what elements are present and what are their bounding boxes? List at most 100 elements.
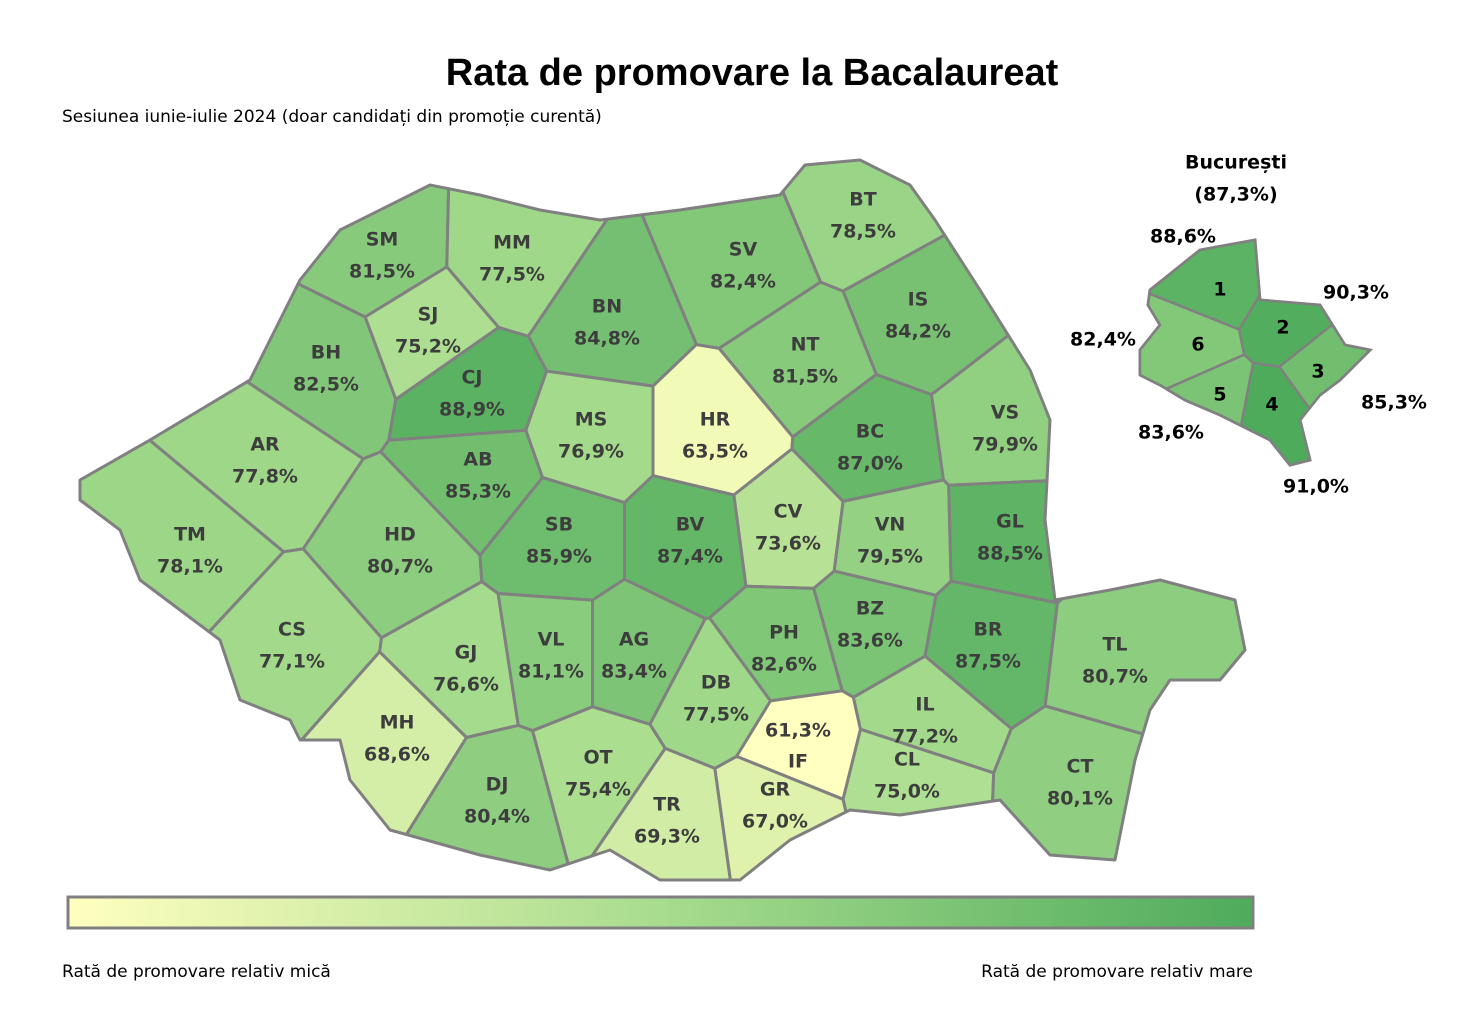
county-value: 80,7%: [367, 556, 433, 578]
sector-number: 3: [1311, 361, 1324, 383]
sector-value: 90,3%: [1323, 282, 1389, 304]
county-code: AR: [250, 434, 280, 456]
bucharest-value: (87,3%): [1194, 184, 1277, 206]
county-value: 85,3%: [445, 481, 511, 503]
county-code: PH: [769, 622, 799, 644]
sector-value: 82,4%: [1070, 329, 1136, 351]
county-value: 81,1%: [518, 661, 584, 683]
legend-low: Rată de promovare relativ mică: [62, 962, 331, 982]
county-value: 67,0%: [742, 811, 808, 833]
county-code: MH: [380, 712, 415, 734]
county-value: 84,2%: [885, 321, 951, 343]
county-code: BT: [849, 189, 876, 211]
county-value: 61,3%: [765, 720, 831, 742]
county-value: 83,4%: [601, 661, 667, 683]
county-code: GR: [760, 779, 791, 801]
county-code: SM: [366, 229, 399, 251]
county: [841, 727, 996, 817]
sector-value: 85,3%: [1361, 392, 1427, 414]
county-code: CT: [1067, 756, 1094, 778]
county-code: TL: [1102, 634, 1127, 656]
county-value: 75,4%: [565, 779, 631, 801]
county-value: 84,8%: [574, 328, 640, 350]
county-code: TR: [653, 794, 681, 816]
county-code: CL: [894, 749, 920, 771]
subtitle: Sesiunea iunie-iulie 2024 (doar candidaț…: [62, 107, 602, 127]
sector-number: 2: [1276, 317, 1289, 339]
county-value: 77,5%: [683, 704, 749, 726]
county-value: 80,4%: [464, 806, 530, 828]
county-code: IL: [915, 694, 934, 716]
county-code: TM: [174, 524, 206, 546]
county-value: 87,0%: [837, 453, 903, 475]
county-value: 85,9%: [526, 546, 592, 568]
county-value: 77,2%: [892, 726, 958, 748]
county: [991, 704, 1145, 862]
county-value: 80,7%: [1082, 666, 1148, 688]
county-value: 77,1%: [259, 651, 325, 673]
county-value: 78,1%: [157, 556, 223, 578]
sector-value: 88,6%: [1150, 226, 1216, 248]
county-code: BR: [973, 619, 1002, 641]
county-code: NT: [791, 334, 820, 356]
county: [78, 438, 286, 634]
county-value: 63,5%: [682, 441, 748, 463]
county-code: IF: [788, 751, 808, 773]
county-value: 75,2%: [395, 336, 461, 358]
county: [404, 723, 570, 872]
county-value: 82,4%: [710, 271, 776, 293]
sector-number: 4: [1265, 394, 1278, 416]
county-code: SV: [729, 239, 758, 261]
county-code: BV: [676, 514, 705, 536]
county-code: CV: [774, 501, 803, 523]
county-code: GL: [996, 511, 1024, 533]
counties: [78, 158, 1247, 882]
color-legend: [66, 895, 1255, 930]
sector-value: 83,6%: [1138, 422, 1204, 444]
county-code: VN: [875, 514, 906, 536]
county: [300, 650, 468, 836]
sector: [1239, 361, 1312, 467]
county-code: OT: [583, 747, 612, 769]
county-value: 88,5%: [977, 543, 1043, 565]
county-value: 76,6%: [433, 674, 499, 696]
title: Rata de promovare la Bacalaureat: [446, 52, 1059, 94]
county-value: 69,3%: [634, 826, 700, 848]
county-code: HD: [384, 524, 416, 546]
sector-number: 6: [1191, 334, 1204, 356]
county-value: 82,6%: [751, 654, 817, 676]
county: [1043, 578, 1247, 736]
county-value: 76,9%: [558, 441, 624, 463]
county-code: IS: [908, 289, 929, 311]
county-code: BH: [311, 342, 341, 364]
county-code: AB: [463, 449, 492, 471]
county-value: 87,5%: [955, 651, 1021, 673]
sector-number: 5: [1213, 384, 1226, 406]
county-code: CS: [278, 619, 306, 641]
county-code: GJ: [455, 642, 478, 664]
county-value: 79,9%: [972, 434, 1038, 456]
county-code: MM: [493, 232, 531, 254]
county-value: 80,1%: [1047, 788, 1113, 810]
county-code: MS: [575, 409, 608, 431]
county-value: 81,5%: [349, 261, 415, 283]
county-code: DJ: [486, 774, 509, 796]
county-value: 75,0%: [874, 781, 940, 803]
county-code: SB: [545, 514, 573, 536]
county-code: VS: [991, 402, 1019, 424]
county-value: 78,5%: [830, 221, 896, 243]
county-value: 87,4%: [657, 546, 723, 568]
county: [713, 754, 848, 882]
county-value: 77,5%: [479, 264, 545, 286]
county-code: BC: [856, 421, 884, 443]
bucharest-title: București: [1185, 152, 1287, 174]
county-value: 83,6%: [837, 630, 903, 652]
county-value: 88,9%: [439, 399, 505, 421]
county-code: SJ: [418, 304, 439, 326]
county-code: VL: [538, 629, 565, 651]
county-code: BZ: [856, 598, 884, 620]
county-code: AG: [619, 629, 649, 651]
county-value: 68,6%: [364, 744, 430, 766]
sector-value: 91,0%: [1283, 476, 1349, 498]
